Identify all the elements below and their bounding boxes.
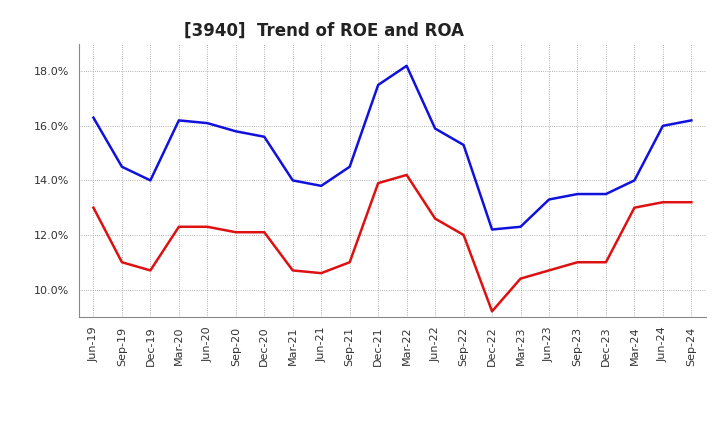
ROA xyxy=(487,227,496,232)
ROE xyxy=(459,232,468,238)
ROA xyxy=(174,118,183,123)
ROA xyxy=(89,115,98,120)
ROA xyxy=(402,63,411,69)
ROE xyxy=(203,224,212,229)
ROA xyxy=(374,82,382,88)
ROE xyxy=(346,260,354,265)
ROE xyxy=(89,205,98,210)
ROA xyxy=(545,197,554,202)
ROE xyxy=(516,276,525,281)
ROE xyxy=(545,268,554,273)
ROE xyxy=(630,205,639,210)
ROA xyxy=(431,126,439,131)
ROE xyxy=(289,268,297,273)
Text: [3940]  Trend of ROE and ROA: [3940] Trend of ROE and ROA xyxy=(184,22,464,40)
ROE xyxy=(687,200,696,205)
ROA xyxy=(687,118,696,123)
ROA xyxy=(117,164,126,169)
ROA xyxy=(232,128,240,134)
ROA xyxy=(260,134,269,139)
ROA xyxy=(602,191,611,197)
ROE xyxy=(487,309,496,314)
Line: ROE: ROE xyxy=(94,175,691,312)
ROE xyxy=(146,268,155,273)
ROE xyxy=(431,216,439,221)
ROE xyxy=(374,180,382,186)
ROE xyxy=(117,260,126,265)
ROA xyxy=(146,178,155,183)
Line: ROA: ROA xyxy=(94,66,691,230)
ROE xyxy=(317,271,325,276)
ROE xyxy=(402,172,411,178)
ROE xyxy=(174,224,183,229)
ROA xyxy=(289,178,297,183)
ROE xyxy=(602,260,611,265)
ROA xyxy=(516,224,525,229)
ROA xyxy=(459,142,468,147)
ROE xyxy=(232,230,240,235)
ROE xyxy=(659,200,667,205)
ROE xyxy=(260,230,269,235)
ROA xyxy=(317,183,325,188)
ROA xyxy=(203,121,212,126)
ROA xyxy=(659,123,667,128)
ROA xyxy=(346,164,354,169)
ROA xyxy=(573,191,582,197)
ROE xyxy=(573,260,582,265)
ROA xyxy=(630,178,639,183)
